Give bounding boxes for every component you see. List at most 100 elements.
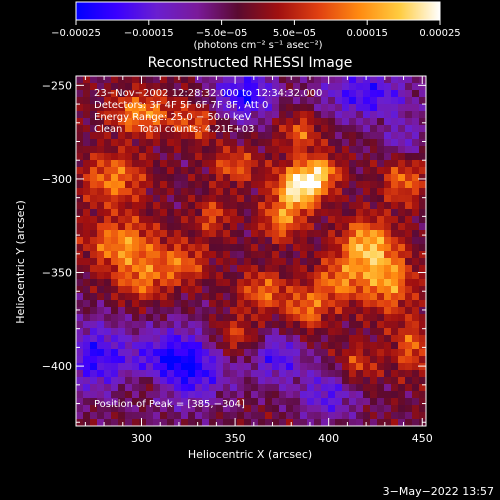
heatmap-cell [181,307,189,315]
heatmap-cell [286,300,294,308]
heatmap-cell [174,160,182,168]
heatmap-cell [391,83,399,91]
heatmap-cell [188,384,196,392]
heatmap-cell [251,258,259,266]
heatmap-cell [216,167,224,175]
heatmap-cell [356,181,364,189]
heatmap-cell [139,293,147,301]
heatmap-cell [188,363,196,371]
heatmap-cell [181,314,189,322]
heatmap-cell [328,118,336,126]
heatmap-cell [412,132,420,140]
heatmap-cell [307,370,315,378]
heatmap-cell [258,83,266,91]
heatmap-cell [258,188,266,196]
heatmap-cell [216,384,224,392]
heatmap-cell [419,132,427,140]
heatmap-cell [398,230,406,238]
heatmap-cell [195,174,203,182]
heatmap-cell [139,349,147,357]
heatmap-cell [335,223,343,231]
heatmap-cell [188,342,196,350]
heatmap-cell [174,237,182,245]
heatmap-cell [377,160,385,168]
heatmap-cell [342,265,350,273]
heatmap-cell [160,300,168,308]
heatmap-cell [251,419,259,427]
heatmap-cell [286,328,294,336]
heatmap-cell [195,384,203,392]
heatmap-cell [188,293,196,301]
heatmap-cell [111,160,119,168]
heatmap-cell [377,300,385,308]
heatmap-cell [272,230,280,238]
heatmap-cell [391,335,399,343]
heatmap-cell [314,321,322,329]
heatmap-cell [90,146,98,154]
heatmap-cell [90,398,98,406]
heatmap-cell [265,167,273,175]
heatmap-cell [90,181,98,189]
heatmap-cell [139,370,147,378]
heatmap-cell [251,216,259,224]
heatmap-cell [244,286,252,294]
heatmap-cell [167,272,175,280]
heatmap-cell [104,384,112,392]
heatmap-cell [349,83,357,91]
heatmap-cell [335,265,343,273]
heatmap-cell [139,76,147,84]
heatmap-cell [195,391,203,399]
heatmap-cell [202,272,210,280]
heatmap-cell [342,279,350,287]
heatmap-cell [104,286,112,294]
heatmap-cell [384,293,392,301]
heatmap-cell [328,153,336,161]
heatmap-cell [363,209,371,217]
heatmap-cell [244,314,252,322]
heatmap-cell [195,335,203,343]
heatmap-cell [244,132,252,140]
heatmap-cell [90,76,98,84]
heatmap-cell [328,328,336,336]
heatmap-cell [160,76,168,84]
heatmap-cell [181,125,189,133]
heatmap-cell [300,293,308,301]
heatmap-cell [111,370,119,378]
heatmap-cell [405,293,413,301]
heatmap-cell [202,279,210,287]
heatmap-cell [237,132,245,140]
heatmap-cell [160,419,168,427]
heatmap-cell [76,139,84,147]
heatmap-cell [370,118,378,126]
heatmap-cell [139,363,147,371]
heatmap-cell [244,97,252,105]
heatmap-cell [209,419,217,427]
heatmap-cell [412,76,420,84]
heatmap-cell [405,118,413,126]
heatmap-cell [258,90,266,98]
heatmap-cell [335,307,343,315]
heatmap-cell [342,321,350,329]
heatmap-cell [363,202,371,210]
heatmap-cell [237,181,245,189]
heatmap-cell [146,258,154,266]
heatmap-cell [111,216,119,224]
heatmap-cell [146,104,154,112]
heatmap-cell [286,146,294,154]
heatmap-cell [181,370,189,378]
heatmap-cell [188,300,196,308]
heatmap-cell [167,146,175,154]
heatmap-cell [146,251,154,259]
heatmap-cell [321,286,329,294]
heatmap-cell [111,118,119,126]
heatmap-cell [419,209,427,217]
heatmap-cell [307,258,315,266]
heatmap-cell [209,104,217,112]
heatmap-cell [307,104,315,112]
heatmap-cell [405,398,413,406]
colorbar-ticks: −0.00025 −0.00015 −5.0e−05 5.0e−05 0.00015 0.… [51,20,461,39]
heatmap-cell [139,188,147,196]
heatmap-cell [174,328,182,336]
heatmap-cell [279,104,287,112]
heatmap-cell [272,97,280,105]
